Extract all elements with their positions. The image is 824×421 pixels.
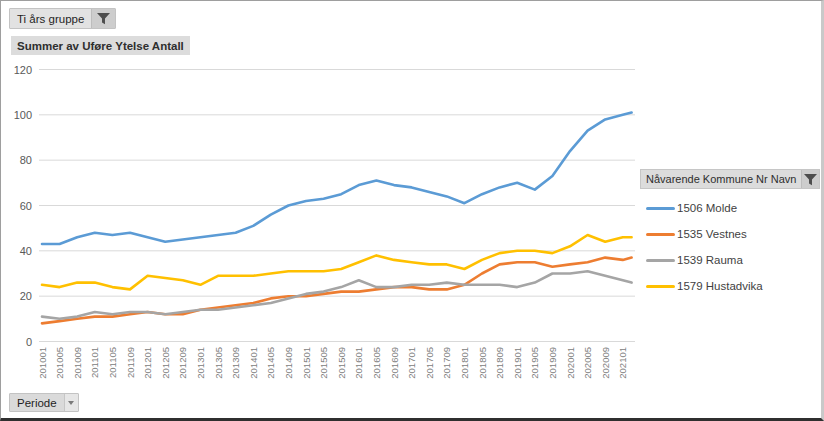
- x-axis-tick-label: 201005: [54, 347, 65, 379]
- x-axis-tick-label: 201209: [177, 347, 188, 379]
- x-axis-tick-label: 201009: [72, 347, 83, 379]
- y-axis-tick-label: 40: [20, 245, 32, 257]
- x-axis-tick-label: 201601: [353, 347, 364, 379]
- legend-line-swatch: [646, 285, 675, 288]
- legend-item-label: 1506 Molde: [677, 202, 737, 214]
- x-axis-tick-label: 201605: [371, 347, 382, 379]
- x-axis-tick-label: 201301: [195, 347, 206, 379]
- x-axis-tick-label: 201609: [389, 347, 400, 379]
- series-line-1506-molde[interactable]: [42, 113, 632, 244]
- x-axis-tick-label: 201105: [107, 347, 118, 378]
- legend-line-swatch: [646, 207, 675, 210]
- legend-field-label: Nåvarende Kommune Nr Navn: [641, 170, 801, 188]
- x-axis-tick-label: 201705: [424, 347, 435, 379]
- x-axis-tick-label: 201205: [160, 347, 171, 379]
- axis-field-label: Periode: [10, 394, 64, 411]
- y-axis-tick-label: 80: [20, 154, 32, 166]
- x-axis-tick-label: 201701: [406, 347, 417, 379]
- x-axis-tick-label: 201505: [318, 347, 329, 379]
- x-axis-tick-label: 201709: [441, 347, 452, 379]
- x-axis-tick-label: 201001: [37, 347, 48, 379]
- legend-item-1539-rauma[interactable]: 1539 Rauma: [640, 247, 820, 273]
- x-axis-tick-label: 201501: [301, 347, 312, 379]
- x-axis-tick-label: 202101: [617, 347, 628, 379]
- legend-item-1506-molde[interactable]: 1506 Molde: [640, 195, 820, 221]
- x-axis-tick-label: 202005: [582, 347, 593, 379]
- x-axis-tick-label: 202001: [565, 347, 576, 379]
- legend-item-1535-vestnes[interactable]: 1535 Vestnes: [640, 221, 820, 247]
- x-axis-tick-label: 201801: [459, 347, 470, 379]
- pivot-chart-area: Ti års gruppe Summer av Uføre Ytelse Ant…: [0, 0, 824, 421]
- series-line-1539-rauma[interactable]: [42, 271, 632, 319]
- y-axis-tick-label: 20: [20, 290, 32, 302]
- series-line-1579-hustadvika[interactable]: [42, 235, 632, 289]
- legend-line-swatch: [646, 233, 675, 236]
- x-axis-tick-label: 202009: [600, 347, 611, 379]
- x-axis-tick-label: 201409: [283, 347, 294, 379]
- x-axis-tick-label: 201509: [336, 347, 347, 379]
- y-axis-tick-label: 100: [14, 109, 32, 121]
- x-axis-tick-label: 201901: [512, 347, 523, 379]
- legend-item-label: 1579 Hustadvika: [677, 280, 763, 292]
- legend-items: 1506 Molde 1535 Vestnes 1539 Rauma 1579 Hus…: [640, 195, 820, 299]
- legend-item-label: 1535 Vestnes: [677, 228, 747, 240]
- x-axis-tick-label: 201201: [142, 347, 153, 379]
- y-axis-tick-label: 60: [20, 200, 32, 212]
- x-axis-tick-label: 201909: [547, 347, 558, 379]
- legend-line-swatch: [646, 259, 675, 262]
- x-axis-tick-label: 201305: [213, 347, 224, 379]
- legend-filter-funnel-icon[interactable]: [801, 170, 819, 188]
- x-axis-tick-label: 201405: [265, 347, 276, 379]
- x-axis-tick-label: 201109: [125, 347, 136, 378]
- axis-field-button-periode[interactable]: Periode: [9, 393, 79, 412]
- legend-field-button[interactable]: Nåvarende Kommune Nr Navn: [640, 169, 820, 189]
- x-axis-tick-label: 201805: [477, 347, 488, 379]
- y-axis-tick-label: 120: [14, 64, 32, 76]
- y-axis-tick-label: 0: [26, 336, 32, 348]
- x-axis-tick-label: 201101: [89, 347, 100, 378]
- x-axis-tick-label: 201905: [529, 347, 540, 379]
- legend-item-1579-hustadvika[interactable]: 1579 Hustadvika: [640, 273, 820, 299]
- legend-item-label: 1539 Rauma: [677, 254, 743, 266]
- dropdown-arrow-icon[interactable]: [64, 394, 78, 411]
- x-axis-tick-label: 201309: [230, 347, 241, 379]
- x-axis-tick-label: 201809: [494, 347, 505, 379]
- line-chart[interactable]: 0 20 40 60 80 100 120 201001 201005 201009 201101 2…: [1, 1, 661, 401]
- x-axis-tick-label: 201401: [248, 347, 259, 379]
- legend: Nåvarende Kommune Nr Navn 1506 Molde 1535…: [640, 169, 820, 299]
